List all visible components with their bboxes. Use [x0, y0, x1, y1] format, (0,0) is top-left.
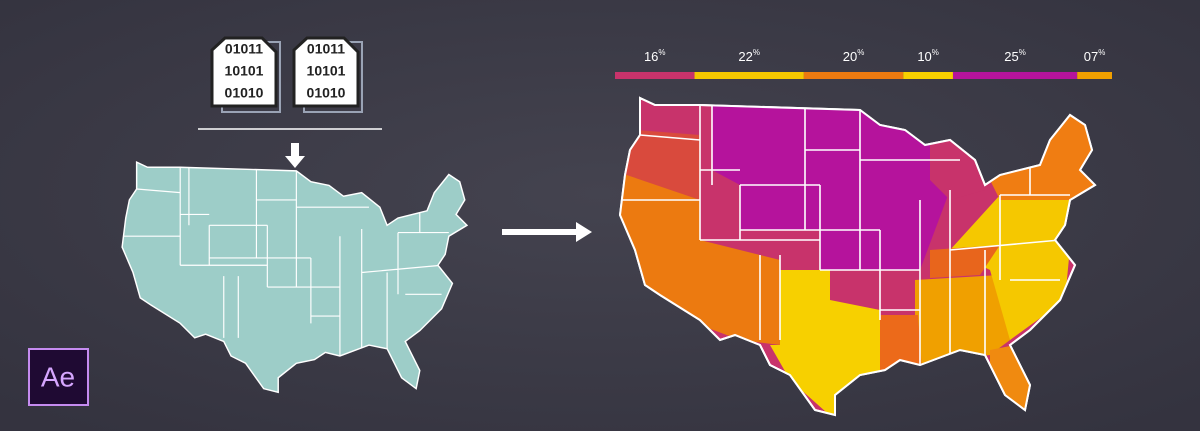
legend-label: 16%	[644, 48, 666, 64]
right-arrow	[502, 222, 592, 242]
file-icon: 01011 10101 01010	[210, 36, 281, 113]
legend-label: 25%	[1004, 48, 1026, 64]
logo-text: Ae	[41, 361, 75, 392]
legend-label: 07%	[1084, 48, 1106, 64]
file-line: 01011	[307, 41, 345, 57]
legend-segment	[903, 72, 953, 79]
legend-unit: %	[1019, 48, 1026, 57]
legend-label: 10%	[917, 48, 939, 64]
legend-segment	[952, 72, 1078, 79]
file-line: 10101	[307, 63, 346, 79]
legend: 16% 22% 20% 10% 25% 07%	[615, 48, 1112, 79]
legend-segment	[803, 72, 904, 79]
legend-unit: %	[1098, 48, 1105, 57]
legend-unit: %	[658, 48, 665, 57]
file-line: 10101	[225, 63, 264, 79]
legend-segment	[694, 72, 804, 79]
legend-segment	[615, 72, 695, 79]
legend-label: 20%	[843, 48, 865, 64]
file-line: 01010	[225, 85, 264, 101]
ae-logo: Ae	[28, 348, 89, 406]
legend-segment	[1077, 72, 1112, 79]
legend-unit: %	[753, 48, 760, 57]
file-icon: 01011 10101 01010	[292, 36, 363, 113]
legend-value: 07	[1084, 49, 1098, 64]
legend-value: 22	[738, 49, 752, 64]
legend-value: 10	[917, 49, 931, 64]
file-line: 01010	[307, 85, 346, 101]
legend-value: 25	[1004, 49, 1018, 64]
file-line: 01011	[225, 41, 263, 57]
down-arrow	[285, 143, 305, 168]
legend-label: 22%	[738, 48, 760, 64]
legend-unit: %	[857, 48, 864, 57]
legend-value: 20	[843, 49, 857, 64]
legend-unit: %	[932, 48, 939, 57]
legend-value: 16	[644, 49, 658, 64]
